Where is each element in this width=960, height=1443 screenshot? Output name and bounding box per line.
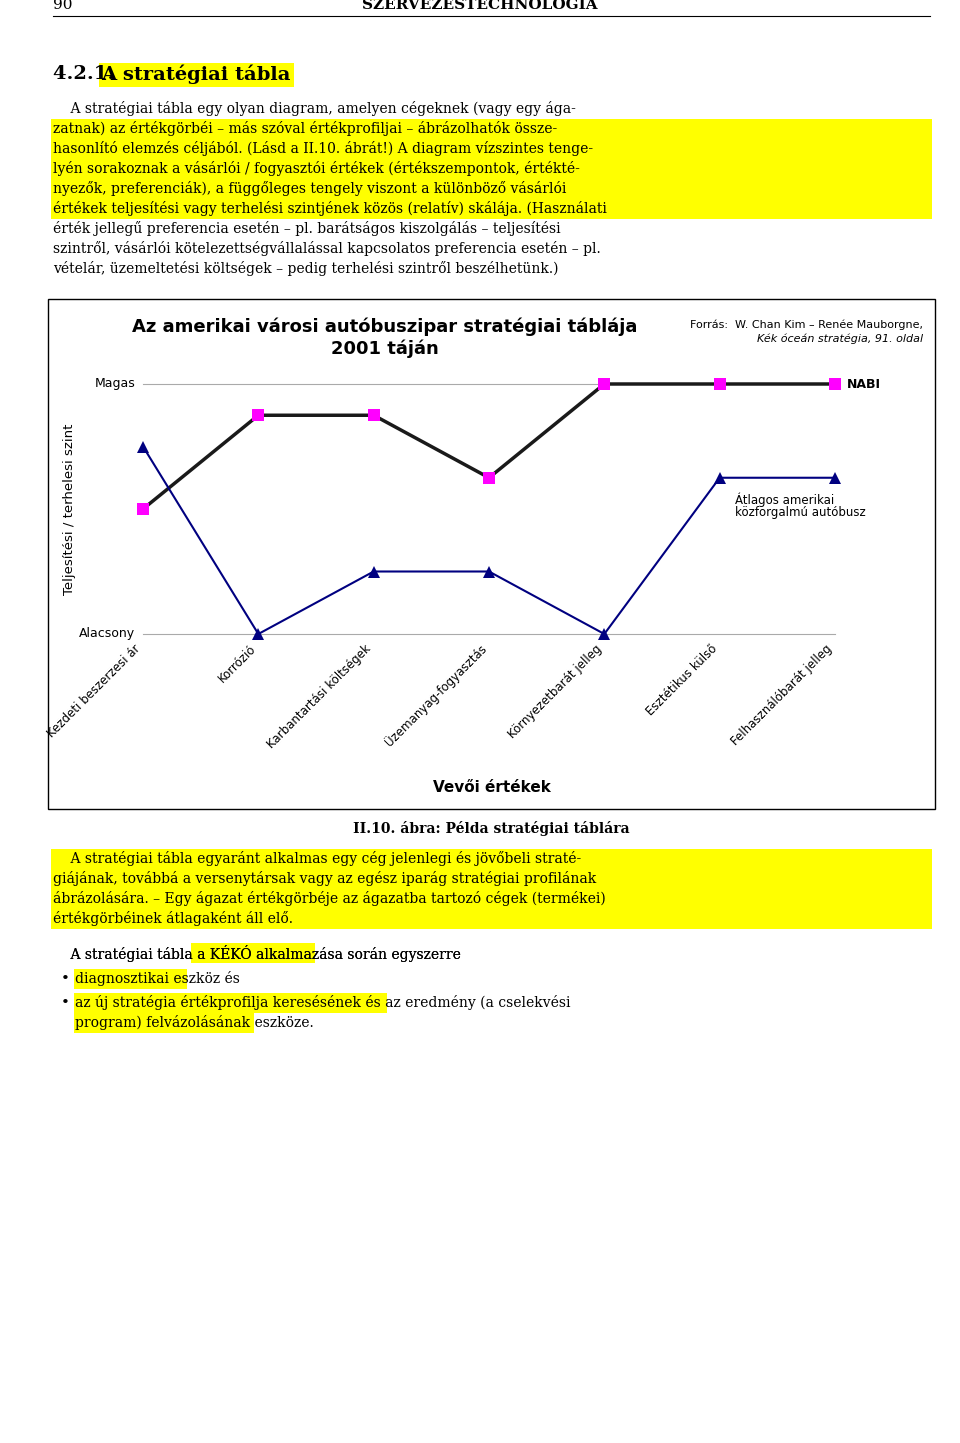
Text: érték jellegű preferencia esetén – pl. barátságos kiszolgálás – teljesítési: érték jellegű preferencia esetén – pl. b… (53, 221, 561, 237)
Text: 4.2.1.: 4.2.1. (53, 65, 121, 84)
Text: Teljesítési / terhelesi szint: Teljesítési / terhelesi szint (63, 423, 77, 595)
Text: Alacsony: Alacsony (79, 628, 135, 641)
Text: Vevői értékek: Vevői értékek (433, 779, 550, 795)
FancyBboxPatch shape (99, 63, 294, 87)
Text: vételár, üzemeltetési költségek – pedig terhelési szintről beszélhetünk.): vételár, üzemeltetési költségek – pedig … (53, 261, 559, 276)
FancyBboxPatch shape (51, 159, 932, 179)
Text: zatnak) az értékgörbéi – más szóval értékprofiljai – ábrázolhatók össze-: zatnak) az értékgörbéi – más szóval érté… (53, 121, 557, 136)
Text: közforgalmú autóbusz: közforgalmú autóbusz (734, 505, 865, 518)
Text: Kék óceán stratégia, 91. oldal: Kék óceán stratégia, 91. oldal (756, 333, 923, 343)
Text: •: • (61, 973, 70, 986)
FancyBboxPatch shape (74, 993, 387, 1013)
Text: ábrázolására. – Egy ágazat értékgörbéje az ágazatba tartozó cégek (termékei): ábrázolására. – Egy ágazat értékgörbéje … (53, 890, 606, 906)
FancyBboxPatch shape (74, 1013, 253, 1033)
Text: lyén sorakoznak a vásárlói / fogyasztói értékek (értékszempontok, értékté-: lyén sorakoznak a vásárlói / fogyasztói … (53, 162, 580, 176)
FancyBboxPatch shape (51, 118, 932, 139)
FancyBboxPatch shape (51, 869, 932, 889)
Text: 90: 90 (53, 0, 73, 12)
Text: Magas: Magas (94, 378, 135, 391)
Text: Esztétikus külső: Esztétikus külső (644, 642, 720, 719)
Text: Kezdeti beszerzesi ár: Kezdeti beszerzesi ár (45, 642, 143, 740)
Text: értékgörbéinek átlagaként áll elő.: értékgörbéinek átlagaként áll elő. (53, 911, 293, 926)
FancyBboxPatch shape (74, 970, 187, 988)
FancyBboxPatch shape (48, 299, 935, 810)
Text: 2001 táján: 2001 táján (331, 339, 439, 358)
Text: Környezetbarát jelleg: Környezetbarát jelleg (506, 642, 605, 740)
Text: II.10. ábra: Példa stratégiai táblára: II.10. ábra: Példa stratégiai táblára (353, 821, 630, 835)
Text: Az amerikai városi autóbuszipar stratégiai táblája: Az amerikai városi autóbuszipar stratégi… (132, 317, 637, 336)
Text: Felhasználóbarát jelleg: Felhasználóbarát jelleg (730, 642, 835, 747)
Text: Forrás:  W. Chan Kim – Renée Mauborgne,: Forrás: W. Chan Kim – Renée Mauborgne, (690, 319, 923, 329)
Text: •: • (61, 996, 70, 1010)
Text: Üzemanyag-fogyasztás: Üzemanyag-fogyasztás (382, 642, 489, 749)
Text: NABI: NABI (847, 378, 881, 391)
Text: az új stratégia értékprofilja keresésének és az eredmény (a cselekvési: az új stratégia értékprofilja kereséséne… (75, 996, 570, 1010)
Text: nyezők, preferenciák), a függőleges tengely viszont a különböző vásárlói: nyezők, preferenciák), a függőleges teng… (53, 180, 566, 196)
Text: A stratégiai tábla a KÉKÓ alkalmazása során egyszerre: A stratégiai tábla a KÉKÓ alkalmazása so… (53, 945, 461, 962)
FancyBboxPatch shape (51, 889, 932, 909)
Text: szintről, vásárlói kötelezettségvállalással kapcsolatos preferencia esetén – pl.: szintről, vásárlói kötelezettségvállalás… (53, 241, 601, 255)
Text: giájának, továbbá a versenytársak vagy az egész iparág stratégiai profilának: giájának, továbbá a versenytársak vagy a… (53, 872, 596, 886)
Text: A stratégiai tábla egy olyan diagram, amelyen cégeknek (vagy egy ága-: A stratégiai tábla egy olyan diagram, am… (53, 101, 576, 115)
Text: A stratégiai tábla: A stratégiai tábla (101, 65, 291, 85)
FancyBboxPatch shape (51, 139, 932, 159)
Text: A stratégiai tábla a KÉKÓ alkalmazása során egyszerre: A stratégiai tábla a KÉKÓ alkalmazása so… (53, 945, 461, 962)
Text: Korrózió: Korrózió (216, 642, 258, 685)
Text: program) felvázolásának eszköze.: program) felvázolásának eszköze. (75, 1014, 314, 1030)
FancyBboxPatch shape (51, 848, 932, 869)
FancyBboxPatch shape (51, 179, 932, 199)
Text: Karbantartási költségek: Karbantartási költségek (265, 642, 373, 750)
FancyBboxPatch shape (51, 909, 932, 929)
Text: diagnosztikai eszköz és: diagnosztikai eszköz és (75, 971, 240, 986)
Text: SZERVEZÉSTECHNOLÓGIA: SZERVEZÉSTECHNOLÓGIA (362, 0, 598, 12)
Text: Átlagos amerikai: Átlagos amerikai (734, 492, 834, 508)
Text: hasonlító elemzés céljából. (Lásd a II.10. ábrát!) A diagram vízszintes tenge-: hasonlító elemzés céljából. (Lásd a II.1… (53, 141, 593, 156)
FancyBboxPatch shape (51, 199, 932, 219)
FancyBboxPatch shape (191, 942, 315, 962)
Text: A stratégiai tábla egyaránt alkalmas egy cég jelenlegi és jövőbeli straté-: A stratégiai tábla egyaránt alkalmas egy… (53, 851, 581, 866)
Text: értékek teljesítési vagy terhelési szintjének közös (relatív) skálája. (Használa: értékek teljesítési vagy terhelési szint… (53, 201, 607, 216)
